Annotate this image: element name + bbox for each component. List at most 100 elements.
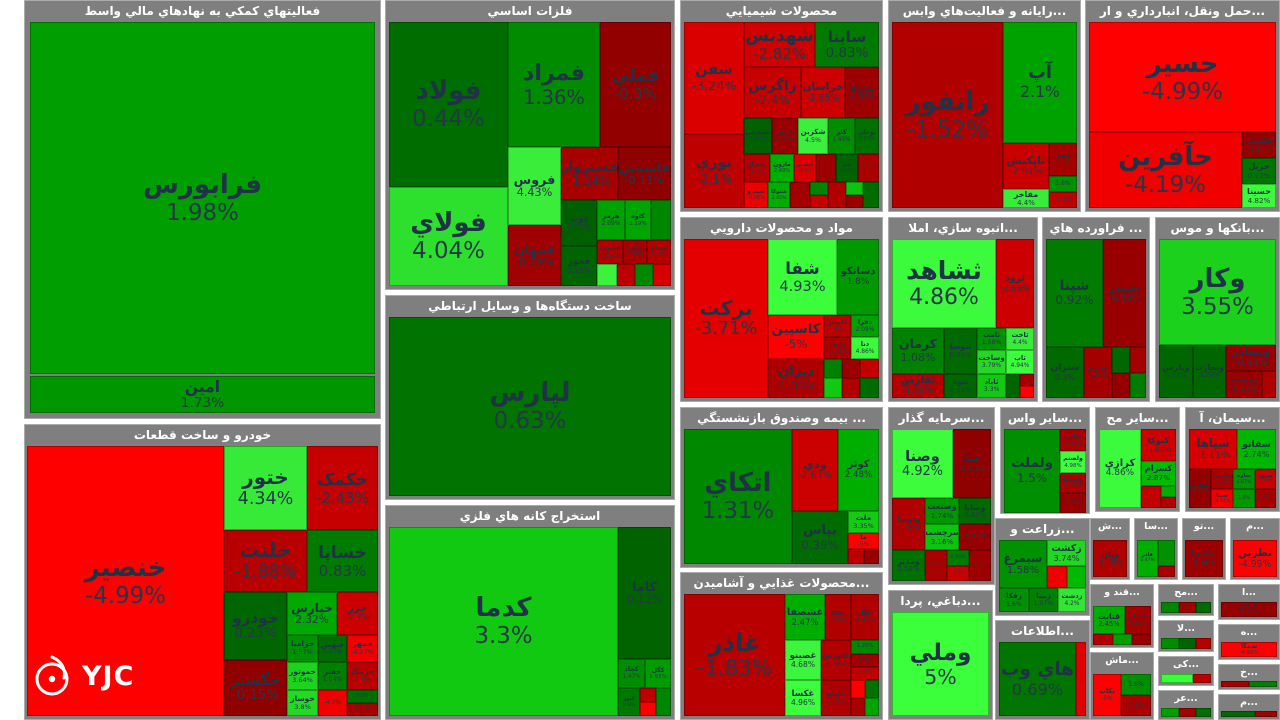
tile-شیراز[interactable]: شیراز -1.7%	[744, 154, 770, 182]
tile[interactable]	[1262, 371, 1276, 398]
tile-حکشتی[interactable]: حکشتی -0.45%	[1242, 132, 1276, 158]
tile[interactable]	[653, 264, 671, 286]
tile-ولساپا[interactable]: ولساپا -1.33%	[1060, 473, 1086, 493]
tile-خودرو[interactable]: خودرو 0.23%	[224, 592, 287, 660]
tile[interactable]: -2.2%	[1049, 192, 1077, 208]
tile[interactable]: -4.2%	[318, 690, 347, 716]
tile[interactable]	[864, 549, 879, 564]
tile-زدشت[interactable]: زدشت 4.2%	[1058, 588, 1086, 612]
tile[interactable]	[1161, 638, 1179, 649]
tile-فجهان[interactable]: فجهان -0.79%	[508, 225, 561, 286]
tile[interactable]	[848, 549, 864, 564]
tile[interactable]	[810, 182, 828, 195]
tile-وپارس[interactable]: وپارس 0.23%	[1159, 345, 1193, 398]
tile[interactable]	[1020, 386, 1034, 398]
tile-ملت[interactable]: ملت 3.35%	[848, 511, 879, 533]
tile-وبان[interactable]: وبان -1.48%	[1093, 540, 1127, 577]
tile-دسانکو[interactable]: دسانکو 1.8%	[837, 239, 879, 315]
tile-بپاس[interactable]: بپاس 0.39%	[792, 511, 848, 564]
tile-خفنر[interactable]: خفنر 1.04%	[318, 662, 347, 690]
tile-زاگرس[interactable]: زاگرس -2.4%	[744, 67, 801, 118]
tile-وساخت[interactable]: وساخت 3.79%	[977, 350, 1006, 374]
tile[interactable]	[1179, 602, 1196, 613]
tile-دعبید[interactable]: دعبید -1.25%	[824, 337, 851, 359]
tile[interactable]	[824, 378, 842, 398]
tile[interactable]	[1196, 638, 1211, 649]
tile-امین[interactable]: امین 1.73%	[30, 376, 375, 413]
tile-فولاي[interactable]: فولاي 4.04%	[389, 187, 508, 286]
tile-آپ[interactable]: آپ 2.1%	[1003, 22, 1077, 143]
tile[interactable]	[1093, 634, 1113, 645]
tile-خساپا[interactable]: خساپا 0.83%	[307, 530, 378, 592]
tile-وصنا[interactable]: وصنا 4.92%	[892, 429, 953, 498]
tile-نوري[interactable]: نوري -2.1%	[684, 134, 744, 208]
tile-سرچشمه[interactable]: سرچشمه 3.16%	[925, 524, 959, 550]
tile-ثشاهد[interactable]: ثشاهد 4.86%	[892, 239, 996, 328]
tile-ذوب[interactable]: ذوب 0.03%	[561, 200, 597, 246]
tile[interactable]	[865, 680, 879, 698]
tile-کدما[interactable]: کدما 3.3%	[389, 527, 618, 716]
tile-لپارس[interactable]: لپارس 0.63%	[389, 317, 671, 496]
tile[interactable]: 1.6%	[1049, 176, 1077, 192]
tile-اکسیر[interactable]: اکسیر -2%	[824, 315, 851, 337]
tile[interactable]: 0.5%	[347, 690, 378, 703]
tile-شتران[interactable]: شتران 0.3%	[1046, 347, 1084, 398]
tile-شکربن[interactable]: شکربن 4.5%	[798, 118, 828, 154]
tile-سفارس[interactable]: سفارس -0.23%	[1189, 469, 1211, 508]
tile-شفا[interactable]: شفا 4.93%	[768, 239, 837, 315]
tile-غشصفا[interactable]: غشصفا 2.47%	[785, 594, 825, 640]
tile-اتکاي[interactable]: اتکاي 1.31%	[684, 429, 792, 564]
tile-شغدیر[interactable]: شغدیر -3.3%	[794, 154, 816, 182]
tile-ثامت[interactable]: ثامت 1.58%	[977, 328, 1006, 350]
tile[interactable]	[860, 359, 879, 378]
tile[interactable]	[1221, 711, 1255, 717]
tile-ثاباد[interactable]: ثاباد 3.3%	[977, 374, 1006, 398]
tile-شسپا[interactable]	[1112, 347, 1130, 373]
tile[interactable]	[863, 182, 879, 208]
tile-خلنت[interactable]: خلنت -1.88%	[224, 530, 307, 592]
tile-شاراك[interactable]: شاراك -0.67%	[845, 67, 879, 118]
tile-سدور[interactable]: سدور -2.5%	[1255, 469, 1276, 489]
tile-زفکا[interactable]: زفکا 1.6%	[999, 588, 1029, 612]
tile-فسرب[interactable]: فسرب -1.52%	[597, 240, 623, 264]
tile[interactable]	[1161, 708, 1179, 717]
tile-خمهر[interactable]: خمهر -4.27%	[347, 635, 378, 662]
tile-ساینا[interactable]: ساینا 0.83%	[815, 22, 879, 67]
tile-خارك[interactable]	[816, 154, 836, 182]
tile-کنور[interactable]: کنور 0.8%	[618, 688, 640, 716]
tile-ساوه[interactable]: ساوه 1.67%	[1233, 469, 1255, 489]
tile[interactable]	[851, 680, 865, 698]
tile-کقزوی[interactable]	[1141, 486, 1161, 508]
tile-کگل[interactable]: کگل 1.93%	[645, 659, 671, 688]
tile[interactable]	[824, 359, 842, 378]
tile-مادیرا[interactable]: مادیرا -0.66%	[1185, 540, 1223, 577]
tile-ودي[interactable]: ودي -2.61%	[792, 429, 838, 511]
tile-خبهمن[interactable]: خبهمن 0.37%	[318, 635, 347, 662]
tile[interactable]	[810, 195, 828, 208]
tile-سمگا[interactable]: سمگا -4.99%	[1221, 642, 1277, 657]
tile-وپست[interactable]: وپست -0.61%	[1226, 371, 1262, 398]
tile-زبینا[interactable]: زبینا 1.07%	[1029, 588, 1058, 612]
tile-غاذر[interactable]: غاذر -1.83%	[684, 594, 785, 716]
tile-فنوال[interactable]	[651, 200, 671, 240]
tile[interactable]: -1.3%	[1121, 695, 1151, 716]
tile[interactable]	[860, 378, 879, 398]
tile[interactable]	[865, 698, 879, 716]
tile-جم[interactable]: جم 0.14%	[836, 154, 858, 182]
tile[interactable]	[1221, 681, 1249, 687]
tile[interactable]	[1132, 634, 1151, 645]
tile[interactable]: -0.7%	[969, 550, 991, 581]
tile-ثنود[interactable]: ثنود 0.21%	[944, 374, 977, 398]
tile-بوعلي[interactable]: بوعلي 0.53%	[855, 118, 879, 154]
tile-کاما[interactable]: کاما 0.12%	[618, 527, 671, 659]
tile-کرازي[interactable]: کرازي 4.86%	[1099, 429, 1141, 508]
tile[interactable]	[640, 688, 656, 702]
tile-صبا[interactable]: صبا -0.13%	[953, 429, 991, 498]
tile[interactable]: -1.1%	[347, 703, 378, 716]
tile-خگستر[interactable]: خگستر -0.15%	[224, 660, 287, 716]
tile-سیتا[interactable]: سیتا -4.24%	[1211, 489, 1233, 508]
tile[interactable]	[1255, 711, 1277, 717]
tile-نطرین[interactable]: نطرین -4.99%	[1233, 540, 1277, 577]
tile-وتجارت[interactable]: وتجارت 0.22%	[1193, 345, 1226, 398]
tile-مارون[interactable]: مارون 2.49%	[770, 154, 794, 182]
